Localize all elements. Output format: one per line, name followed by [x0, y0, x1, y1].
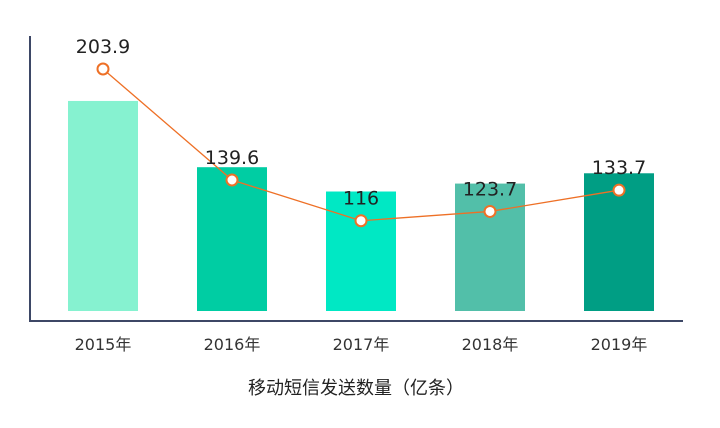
data-label-4: 123.7 — [463, 178, 517, 200]
bar-2 — [197, 167, 267, 311]
line-marker-1 — [96, 62, 110, 76]
x-tick-label-3: 2017年 — [333, 335, 390, 354]
line-markers-group — [96, 62, 626, 228]
line-marker-3 — [354, 214, 368, 228]
x-tick-label-4: 2018年 — [462, 335, 519, 354]
line-marker-5 — [612, 183, 626, 197]
data-labels-group: 203.9 139.6 116 123.7 133.7 — [76, 36, 646, 210]
bar-1 — [68, 100, 138, 311]
data-label-5: 133.7 — [592, 157, 646, 179]
x-tick-label-5: 2019年 — [591, 335, 648, 354]
x-tick-labels-group: 2015年 2016年 2017年 2018年 2019年 — [75, 335, 648, 354]
line-marker-4 — [483, 204, 497, 218]
x-axis-title: 移动短信发送数量（亿条） — [248, 378, 464, 399]
bar-4 — [455, 183, 525, 311]
x-tick-label-1: 2015年 — [75, 335, 132, 354]
line-marker-2 — [225, 173, 239, 187]
data-label-3: 116 — [343, 188, 379, 210]
data-label-2: 139.6 — [205, 147, 259, 169]
axes-group — [29, 36, 683, 322]
bar-3 — [326, 191, 396, 311]
data-label-1: 203.9 — [76, 36, 130, 58]
bars-group — [68, 100, 654, 311]
x-tick-label-2: 2016年 — [204, 335, 261, 354]
